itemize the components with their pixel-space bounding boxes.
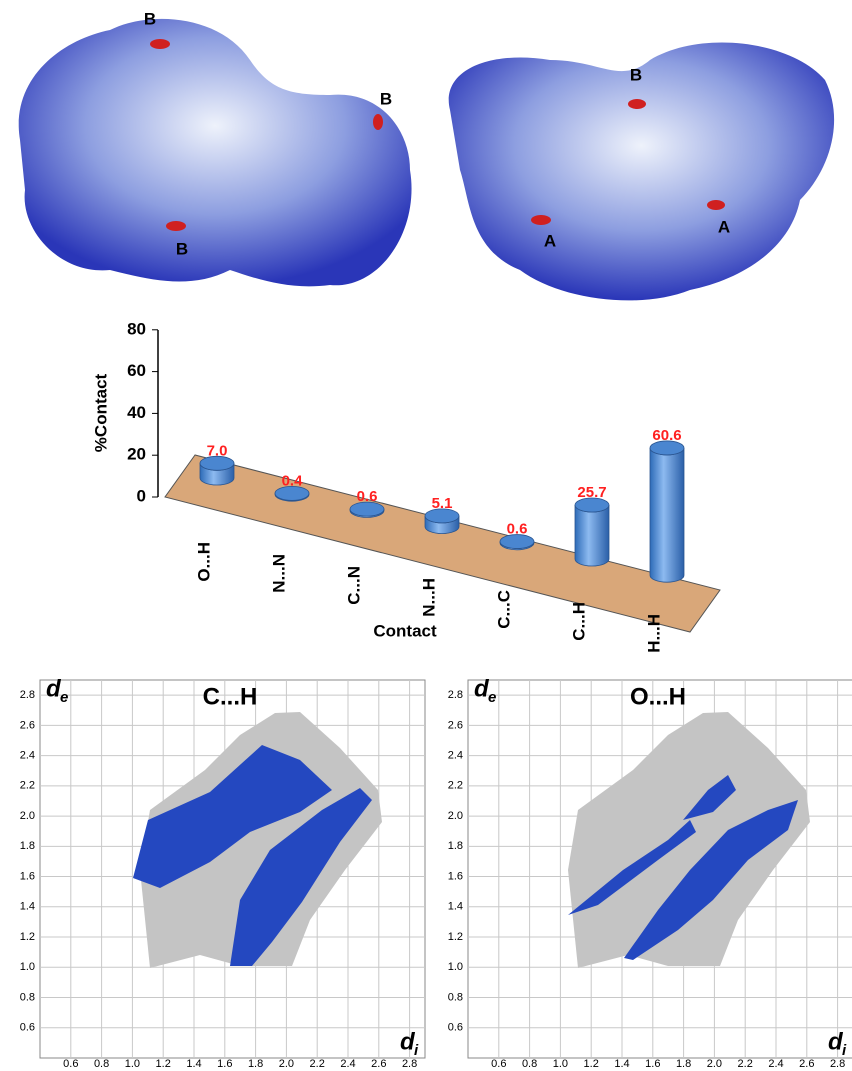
y-tick-label: 2.8 <box>20 689 35 701</box>
y-tick-label: 1.6 <box>20 870 35 882</box>
y-tick-label: 1.2 <box>448 931 463 943</box>
x-tick-label: N...H <box>419 578 438 617</box>
x-tick-label: 2.2 <box>738 1058 753 1070</box>
x-tick-label: 2.8 <box>830 1058 845 1070</box>
surface-label: A <box>544 231 556 250</box>
y-tick-label: 0.6 <box>448 1022 463 1034</box>
x-tick-label: 1.4 <box>614 1058 629 1070</box>
bar <box>200 456 234 485</box>
y-tick-label: 1.6 <box>448 870 463 882</box>
y-tick-label: 2.6 <box>20 719 35 731</box>
x-tick-label: N...N <box>269 554 288 593</box>
value-label: 0.6 <box>357 488 378 505</box>
x-tick-label: 1.6 <box>217 1058 232 1070</box>
y-tick-label: 0.8 <box>448 991 463 1003</box>
x-tick-label: C...H <box>569 602 588 641</box>
y-tick-label: 0.8 <box>20 991 35 1003</box>
x-tick-label: 0.6 <box>63 1058 78 1070</box>
value-label: 0.6 <box>507 521 528 538</box>
value-label: 5.1 <box>432 495 453 512</box>
value-label: 25.7 <box>577 484 606 501</box>
x-tick-label: 2.6 <box>371 1058 386 1070</box>
x-tick-label: 1.2 <box>156 1058 171 1070</box>
y-tick-label: 1.4 <box>20 901 35 913</box>
y-tick-label: 2.8 <box>448 689 463 701</box>
y-tick-label: 0.6 <box>20 1022 35 1034</box>
y-tick-label: 60 <box>127 361 146 380</box>
x-tick-label: 2.4 <box>768 1058 783 1070</box>
chart-title: C...H <box>203 683 258 710</box>
y-tick-label: 2.0 <box>448 810 463 822</box>
y-tick-label: 2.6 <box>448 719 463 731</box>
bar-body <box>650 448 684 582</box>
value-label: 60.6 <box>652 427 681 444</box>
x-tick-label: 2.0 <box>279 1058 294 1070</box>
y-tick-label: 1.2 <box>20 931 35 943</box>
x-tick-label: 1.8 <box>676 1058 691 1070</box>
x-tick-label: C...N <box>344 566 363 605</box>
x-tick-label: 2.4 <box>340 1058 355 1070</box>
bar <box>575 498 609 566</box>
y-tick-label: 2.4 <box>448 750 463 762</box>
x-tick-label: C...C <box>494 590 513 629</box>
x-tick-label: 1.0 <box>553 1058 568 1070</box>
y-tick-label: 1.8 <box>448 840 463 852</box>
chart-floor <box>165 455 720 632</box>
x-tick-label: 1.0 <box>125 1058 140 1070</box>
y-tick-label: 2.0 <box>20 810 35 822</box>
y-tick-label: 2.2 <box>448 780 463 792</box>
x-tick-label: 1.6 <box>645 1058 660 1070</box>
y-axis-label-sub: e <box>60 689 68 706</box>
chart-title: O...H <box>630 683 686 710</box>
x-tick-label: 2.8 <box>402 1058 417 1070</box>
x-tick-label: 2.2 <box>310 1058 325 1070</box>
y-tick-label: 1.0 <box>20 961 35 973</box>
x-tick-label: 2.0 <box>707 1058 722 1070</box>
x-tick-label: O...H <box>194 542 213 582</box>
figure: %Contact Contact B B B B A A 0 20 40 60 80 7.0 O...H… <box>0 0 852 1071</box>
x-tick-label: 1.2 <box>584 1058 599 1070</box>
y-tick-label: 2.2 <box>20 780 35 792</box>
y-tick-label: 2.4 <box>20 750 35 762</box>
x-tick-label: H...H <box>644 614 663 653</box>
x-tick-label: 2.6 <box>799 1058 814 1070</box>
bar <box>425 509 459 534</box>
x-tick-label: 0.6 <box>491 1058 506 1070</box>
bar <box>650 441 684 582</box>
surface-label: B <box>630 65 642 84</box>
y-tick-label: 80 <box>127 319 146 338</box>
y-axis-label: %Contact <box>91 373 110 452</box>
value-label: 7.0 <box>207 442 228 459</box>
y-tick-label: 1.4 <box>448 901 463 913</box>
y-tick-label: 20 <box>127 445 146 464</box>
value-label: 0.4 <box>282 472 304 489</box>
y-tick-label: 1.8 <box>20 840 35 852</box>
x-axis-label: Contact <box>373 621 437 640</box>
x-tick-label: 0.8 <box>522 1058 537 1070</box>
bar-body <box>575 505 609 566</box>
surface-label: B <box>144 9 156 28</box>
x-tick-label: 0.8 <box>94 1058 109 1070</box>
surface-left <box>19 19 412 287</box>
surface-label: B <box>380 89 392 108</box>
surface-label: A <box>718 217 730 236</box>
x-tick-label: 1.8 <box>248 1058 263 1070</box>
y-tick-label: 1.0 <box>448 961 463 973</box>
y-axis-label-sub: e <box>488 689 496 706</box>
surface-label: B <box>176 239 188 258</box>
y-tick-label: 0 <box>137 486 146 505</box>
x-tick-label: 1.4 <box>186 1058 201 1070</box>
y-tick-label: 40 <box>127 403 146 422</box>
